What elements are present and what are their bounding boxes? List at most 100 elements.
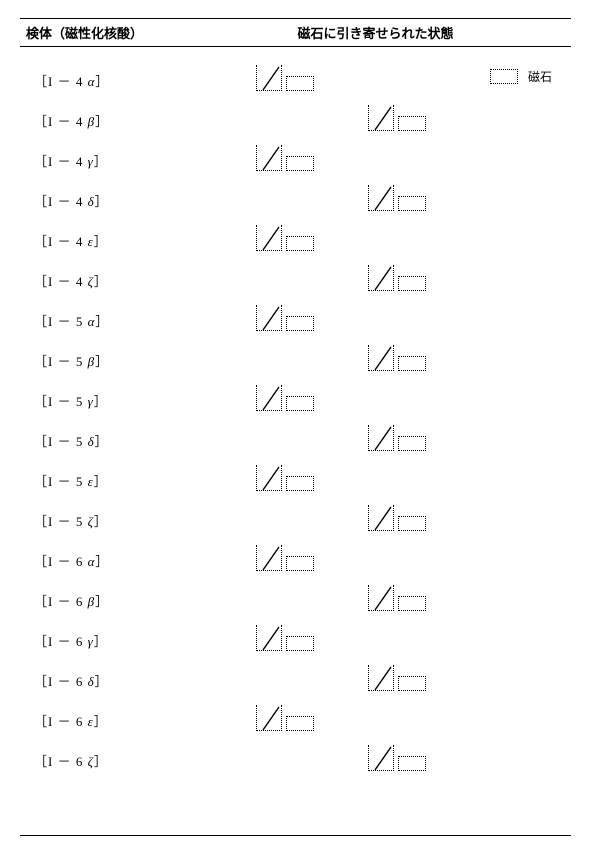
legend-magnet-box <box>490 69 518 84</box>
label-suffix: ］ <box>94 514 108 529</box>
table-header-row: 検体（磁性化核酸） 磁石に引き寄せられた状態 <box>20 19 571 47</box>
label-suffix: ］ <box>95 74 109 89</box>
label-prefix: ［I － 5 <box>34 514 88 529</box>
beaker-icon <box>368 665 394 691</box>
sample-label: ［I － 4 ζ］ <box>34 271 108 290</box>
attraction-diagram <box>368 425 438 453</box>
label-suffix: ］ <box>94 394 108 409</box>
table-body <box>20 47 571 65</box>
label-suffix: ］ <box>95 554 109 569</box>
sample-label: ［I － 4 γ］ <box>34 151 108 170</box>
label-suffix: ］ <box>94 754 108 769</box>
sample-label: ［I － 6 γ］ <box>34 631 108 650</box>
sample-label: ［I － 5 δ］ <box>34 431 109 450</box>
label-suffix: ］ <box>94 154 108 169</box>
beaker-icon <box>368 505 394 531</box>
attraction-diagram <box>368 185 438 213</box>
beaker-icon <box>256 465 282 491</box>
attraction-diagram <box>256 705 326 733</box>
sample-label: ［I － 6 ε］ <box>34 711 108 730</box>
sample-label: ［I － 6 β］ <box>34 591 109 610</box>
sample-label: ［I － 5 α］ <box>34 311 109 330</box>
label-suffix: ］ <box>94 634 108 649</box>
magnet-icon <box>286 236 314 251</box>
sample-label: ［I － 5 ε］ <box>34 471 108 490</box>
attraction-diagram <box>256 465 326 493</box>
label-prefix: ［I － 6 <box>34 674 88 689</box>
magnet-icon <box>286 636 314 651</box>
label-greek: δ <box>88 674 95 689</box>
attraction-diagram <box>368 345 438 373</box>
attraction-diagram <box>256 305 326 333</box>
beaker-icon <box>368 185 394 211</box>
attraction-diagram <box>368 265 438 293</box>
label-suffix: ］ <box>94 474 108 489</box>
magnet-icon <box>398 676 426 691</box>
magnet-icon <box>286 156 314 171</box>
beaker-icon <box>256 385 282 411</box>
attraction-diagram <box>368 105 438 133</box>
label-greek: δ <box>88 194 95 209</box>
label-suffix: ］ <box>95 434 109 449</box>
sample-label: ［I － 6 ζ］ <box>34 751 108 770</box>
legend-magnet-label: 磁石 <box>528 68 552 85</box>
label-prefix: ［I － 4 <box>34 194 88 209</box>
label-prefix: ［I － 5 <box>34 354 88 369</box>
label-greek: β <box>88 354 95 369</box>
sample-label: ［I － 5 ζ］ <box>34 511 108 530</box>
beaker-icon <box>256 545 282 571</box>
magnet-icon <box>286 396 314 411</box>
beaker-icon <box>256 305 282 331</box>
sample-label: ［I － 5 β］ <box>34 351 109 370</box>
attraction-diagram <box>368 585 438 613</box>
label-prefix: ［I － 6 <box>34 714 88 729</box>
sample-label: ［I － 6 α］ <box>34 551 109 570</box>
sample-label: ［I － 5 γ］ <box>34 391 108 410</box>
label-suffix: ］ <box>94 274 108 289</box>
label-greek: β <box>88 594 95 609</box>
beaker-icon <box>256 705 282 731</box>
label-suffix: ］ <box>95 674 109 689</box>
beaker-icon <box>256 145 282 171</box>
attraction-diagram <box>256 385 326 413</box>
label-prefix: ［I － 4 <box>34 274 88 289</box>
attraction-diagram <box>256 225 326 253</box>
label-suffix: ］ <box>94 234 108 249</box>
label-suffix: ］ <box>95 314 109 329</box>
magnet-icon <box>398 116 426 131</box>
label-prefix: ［I － 5 <box>34 314 88 329</box>
label-prefix: ［I － 5 <box>34 434 88 449</box>
label-prefix: ［I － 4 <box>34 74 88 89</box>
label-suffix: ］ <box>95 194 109 209</box>
magnet-icon <box>398 356 426 371</box>
sample-label: ［I － 4 α］ <box>34 71 109 90</box>
label-greek: β <box>88 114 95 129</box>
header-state-column: 磁石に引き寄せられた状態 <box>220 23 571 42</box>
magnet-icon <box>398 276 426 291</box>
label-prefix: ［I － 4 <box>34 234 88 249</box>
table-container: 検体（磁性化核酸） 磁石に引き寄せられた状態 磁石 ［I － 4 α］［I － … <box>20 18 571 836</box>
beaker-icon <box>368 105 394 131</box>
label-suffix: ］ <box>95 354 109 369</box>
header-sample-column: 検体（磁性化核酸） <box>20 23 220 42</box>
sample-label: ［I － 4 β］ <box>34 111 109 130</box>
attraction-diagram <box>256 625 326 653</box>
label-prefix: ［I － 5 <box>34 474 88 489</box>
label-prefix: ［I － 4 <box>34 154 88 169</box>
beaker-icon <box>368 425 394 451</box>
beaker-icon <box>256 225 282 251</box>
beaker-icon <box>368 345 394 371</box>
magnet-icon <box>398 516 426 531</box>
beaker-icon <box>256 625 282 651</box>
magnet-icon <box>286 476 314 491</box>
label-prefix: ［I － 4 <box>34 114 88 129</box>
magnet-icon <box>398 756 426 771</box>
label-suffix: ］ <box>95 594 109 609</box>
attraction-diagram <box>256 545 326 573</box>
label-greek: δ <box>88 434 95 449</box>
label-prefix: ［I － 6 <box>34 754 88 769</box>
magnet-icon <box>398 196 426 211</box>
beaker-icon <box>368 745 394 771</box>
beaker-icon <box>256 65 282 91</box>
magnet-icon <box>398 596 426 611</box>
